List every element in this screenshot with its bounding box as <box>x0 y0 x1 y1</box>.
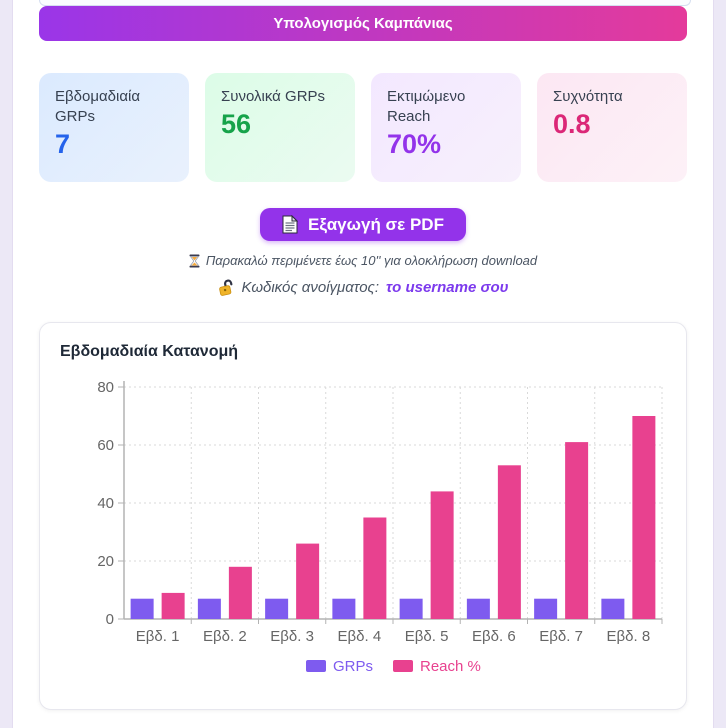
x-tick-label: Εβδ. 5 <box>405 628 449 645</box>
x-tick-label: Εβδ. 1 <box>136 628 180 645</box>
bar-Reach-week4[interactable] <box>363 517 387 620</box>
password-hint-value: το username σου <box>386 279 509 296</box>
stat-value: 56 <box>221 108 252 139</box>
stat-label: Εβδομαδιαία GRPs <box>55 88 140 125</box>
campaign-title-banner: Υπολογισμός Καμπάνιας <box>39 6 687 41</box>
x-tick-label: Εβδ. 3 <box>270 628 314 645</box>
bar-GRPs-week1[interactable] <box>130 598 154 619</box>
stat-value: 7 <box>55 128 71 159</box>
x-tick-label: Εβδ. 7 <box>539 628 583 645</box>
svg-text:GRPs: GRPs <box>333 658 373 675</box>
weekly-distribution-chart[interactable]: 0 20 40 60 80 Εβδ. 1 Εβδ. 2 Εβδ. 3 Εβδ. 4 Εβδ. 5 Ε… <box>78 375 666 698</box>
stat-label: Εκτιμώμενο Reach <box>387 88 466 125</box>
bar-Reach-week7[interactable] <box>565 442 589 619</box>
x-tick-label: Εβδ. 2 <box>203 628 247 645</box>
stat-card-frequency: Συχνότητα 0.8 <box>537 73 687 182</box>
stat-label: Συνολικά GRPs <box>221 88 326 105</box>
download-wait-text: Παρακαλώ περιμένετε έως 10'' για ολοκλήρ… <box>205 253 538 268</box>
legend-item-grps[interactable]: GRPs <box>306 658 373 675</box>
legend-item-reach[interactable]: Reach % <box>393 658 481 675</box>
stat-card-total-grps: Συνολικά GRPs 56 <box>205 73 355 182</box>
bar-Reach-week5[interactable] <box>430 491 454 619</box>
bar-Reach-week8[interactable] <box>632 416 656 619</box>
y-tick-label: 80 <box>97 379 114 396</box>
weekly-distribution-card: Εβδομαδιαία Κατανομή 0 20 40 60 80 Εβδ. 1 Εβδ.… <box>39 322 687 710</box>
stat-value: 70% <box>387 128 442 159</box>
campaign-title: Υπολογισμός Καμπάνιας <box>273 15 453 32</box>
stat-label: Συχνότητα <box>553 88 623 105</box>
download-wait-note: Παρακαλώ περιμένετε έως 10'' για ολοκλήρ… <box>39 253 687 268</box>
x-tick-label: Εβδ. 8 <box>607 628 651 645</box>
y-tick-label: 20 <box>97 553 114 570</box>
bar-Reach-week3[interactable] <box>296 543 320 619</box>
export-pdf-button[interactable]: Εξαγωγή σε PDF <box>260 208 466 241</box>
x-tick-label: Εβδ. 6 <box>472 628 516 645</box>
export-pdf-label: Εξαγωγή σε PDF <box>308 214 444 234</box>
bar-Reach-week6[interactable] <box>497 465 521 619</box>
bar-GRPs-week4[interactable] <box>332 598 356 619</box>
stat-card-weekly-grps: Εβδομαδιαία GRPs 7 <box>39 73 189 182</box>
y-tick-label: 60 <box>97 437 114 454</box>
bar-Reach-week1[interactable] <box>161 592 185 619</box>
bar-GRPs-week5[interactable] <box>399 598 423 619</box>
password-note: Κωδικός ανοίγματος: το username σου <box>39 278 687 296</box>
stat-value: 0.8 <box>553 108 591 139</box>
bar-GRPs-week8[interactable] <box>601 598 625 619</box>
password-hint-label: Κωδικός ανοίγματος: <box>241 279 380 296</box>
stats-row: Εβδομαδιαία GRPs 7 Συνολικά GRPs 56 Εκτι… <box>39 73 687 182</box>
y-tick-label: 40 <box>97 495 114 512</box>
bar-GRPs-week7[interactable] <box>534 598 558 619</box>
svg-text:Reach %: Reach % <box>420 658 481 675</box>
bar-GRPs-week2[interactable] <box>197 598 221 619</box>
x-tick-label: Εβδ. 4 <box>338 628 382 645</box>
hourglass-icon <box>189 254 200 268</box>
stat-card-estimated-reach: Εκτιμώμενο Reach 70% <box>371 73 521 182</box>
chart-title: Εβδομαδιαία Κατανομή <box>60 343 239 360</box>
open-lock-icon <box>218 278 235 296</box>
chart-svg: 0 20 40 60 80 Εβδ. 1 Εβδ. 2 Εβδ. 3 Εβδ. 4 Εβδ. 5 Ε… <box>97 379 663 675</box>
bar-GRPs-week6[interactable] <box>466 598 490 619</box>
main-panel: Υπολογισμός Καμπάνιας Εβδομαδιαία GRPs 7… <box>12 0 714 728</box>
bar-GRPs-week3[interactable] <box>265 598 289 619</box>
bar-Reach-week2[interactable] <box>228 566 252 619</box>
y-tick-label: 0 <box>106 611 114 628</box>
pdf-document-icon <box>282 215 299 234</box>
